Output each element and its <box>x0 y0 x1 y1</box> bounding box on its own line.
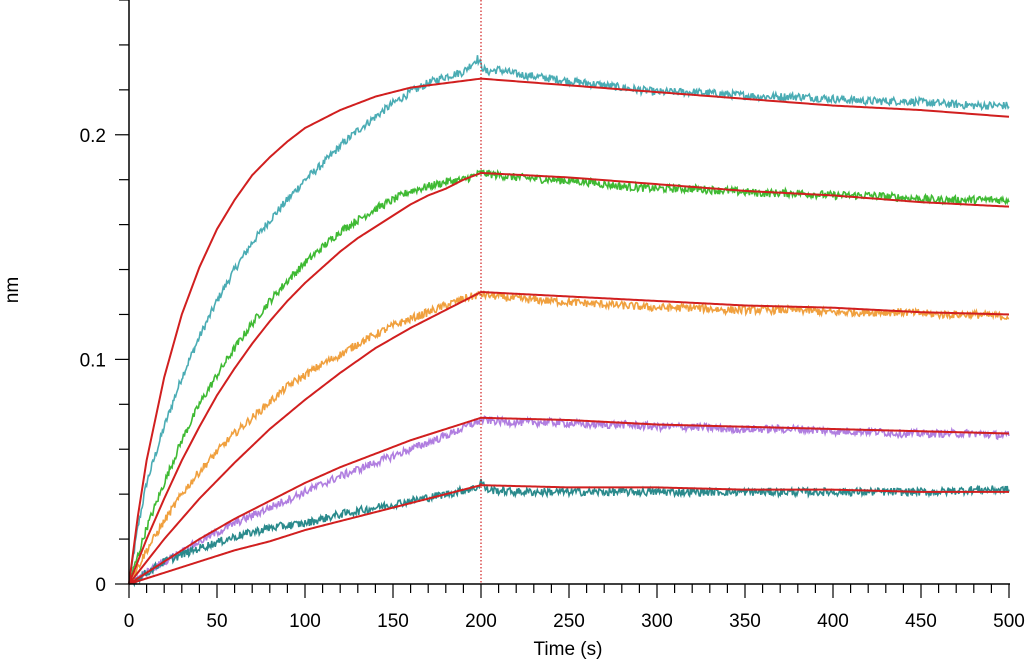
x-tick-label: 450 <box>905 611 937 632</box>
x-tick-label: 150 <box>377 611 409 632</box>
series-line-3 <box>128 290 1010 585</box>
y-axis-label: nm <box>2 277 23 303</box>
x-axis-label: Time (s) <box>534 639 603 660</box>
plot-area <box>128 0 1010 588</box>
x-tick-label: 50 <box>206 611 227 632</box>
series-line-5 <box>128 478 1010 588</box>
axes: 0 50 100 150 200 250 300 350 400 450 500 0 0.1 0.2 <box>80 0 1025 632</box>
fit-line-4 <box>128 416 1010 585</box>
series-line-2 <box>128 168 1010 585</box>
fit-line-1 <box>128 77 1010 585</box>
x-tick-label: 250 <box>553 611 585 632</box>
y-tick-label: 0.1 <box>80 350 106 371</box>
series-line-4 <box>128 414 1010 586</box>
y-tick-label: 0.2 <box>80 126 106 147</box>
x-tick-label: 0 <box>124 611 135 632</box>
x-tick-label: 500 <box>993 611 1025 632</box>
fit-line-2 <box>128 171 1010 585</box>
fit-line-3 <box>128 290 1010 585</box>
x-tick-label: 100 <box>289 611 321 632</box>
x-tick-label: 400 <box>817 611 849 632</box>
y-tick-label: 0 <box>95 575 106 596</box>
x-tick-label: 300 <box>641 611 673 632</box>
series-line-1 <box>128 55 1010 585</box>
x-tick-label: 350 <box>729 611 761 632</box>
fit-line-5 <box>128 484 1009 585</box>
x-tick-label: 200 <box>465 611 497 632</box>
